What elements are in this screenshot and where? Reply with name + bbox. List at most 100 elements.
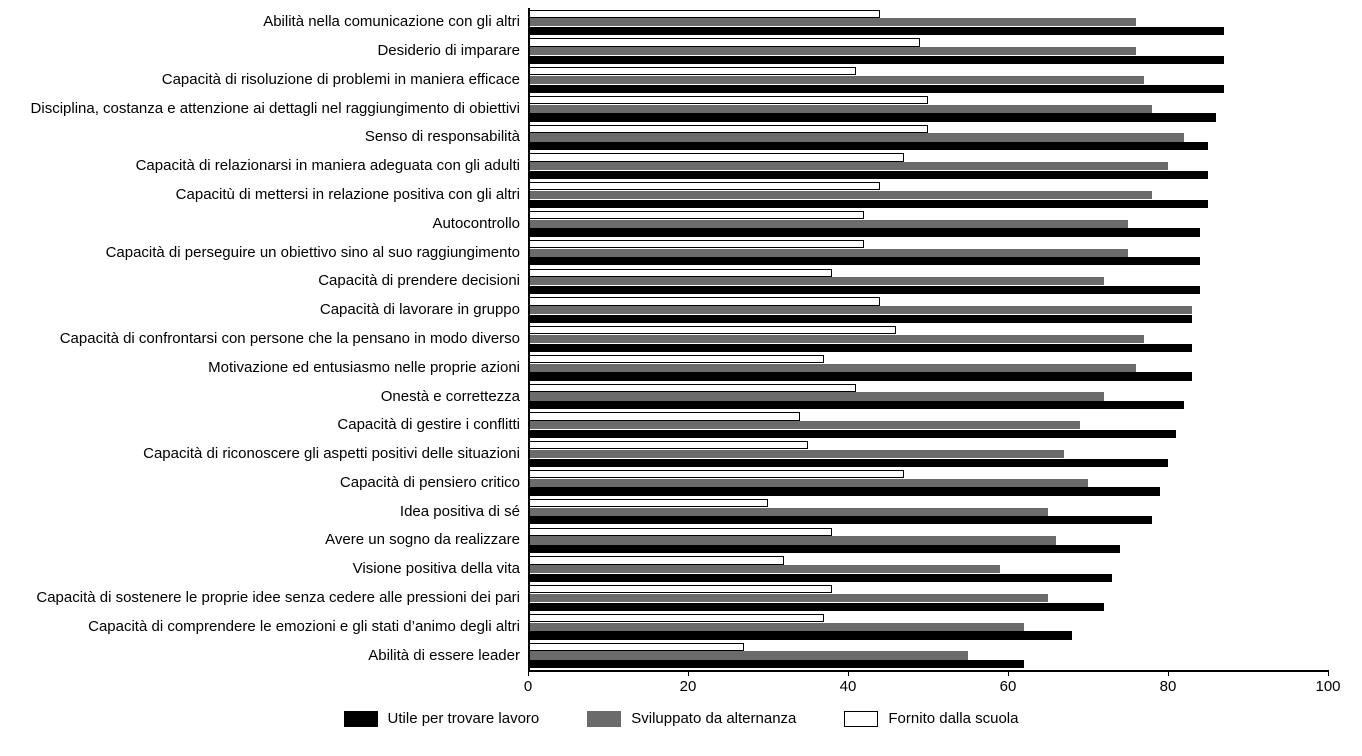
category-row: Capacità di gestire i conflitti <box>528 411 1328 440</box>
bar-fornito <box>528 10 880 18</box>
x-tick <box>1328 670 1329 676</box>
plot-area: Abilità nella comunicazione con gli altr… <box>528 8 1328 670</box>
legend-item-utile: Utile per trovare lavoro <box>344 710 540 727</box>
x-tick <box>1008 670 1009 676</box>
legend-swatch <box>587 711 621 727</box>
x-tick <box>1168 670 1169 676</box>
bar-fornito <box>528 614 824 622</box>
bar-sviluppato <box>528 623 1024 631</box>
bar-fornito <box>528 470 904 478</box>
bar-fornito <box>528 499 768 507</box>
bar-fornito <box>528 556 784 564</box>
bar-sviluppato <box>528 105 1152 113</box>
category-label: Capacità di gestire i conflitti <box>337 417 528 434</box>
bar-fornito <box>528 355 824 363</box>
category-label: Onestà e correttezza <box>381 388 528 405</box>
bar-fornito <box>528 412 800 420</box>
legend-swatch <box>344 711 378 727</box>
bar-utile <box>528 516 1152 524</box>
category-label: Visione positiva della vita <box>353 561 528 578</box>
bar-sviluppato <box>528 249 1128 257</box>
category-row: Capacità di sostenere le proprie idee se… <box>528 584 1328 613</box>
category-row: Abilità nella comunicazione con gli altr… <box>528 8 1328 37</box>
bar-utile <box>528 459 1168 467</box>
bar-sviluppato <box>528 335 1144 343</box>
bar-sviluppato <box>528 162 1168 170</box>
category-label: Capacità di prendere decisioni <box>318 273 528 290</box>
x-axis-line <box>528 670 1328 672</box>
x-tick-label: 60 <box>1000 678 1017 695</box>
bar-utile <box>528 228 1200 236</box>
legend-item-sviluppato: Sviluppato da alternanza <box>587 710 796 727</box>
category-label: Abilità di essere leader <box>368 647 528 664</box>
bar-fornito <box>528 211 864 219</box>
x-tick-label: 80 <box>1160 678 1177 695</box>
category-row: Capacitù di mettersi in relazione positi… <box>528 181 1328 210</box>
category-row: Capacità di confrontarsi con persone che… <box>528 325 1328 354</box>
category-label: Capacità di riconoscere gli aspetti posi… <box>143 446 528 463</box>
category-row: Onestà e correttezza <box>528 382 1328 411</box>
bar-utile <box>528 171 1208 179</box>
skills-bar-chart: Abilità nella comunicazione con gli altr… <box>0 0 1362 756</box>
bar-sviluppato <box>528 133 1184 141</box>
bar-fornito <box>528 182 880 190</box>
legend-label: Sviluppato da alternanza <box>631 710 796 727</box>
legend-label: Utile per trovare lavoro <box>388 710 540 727</box>
category-row: Capacità di prendere decisioni <box>528 267 1328 296</box>
category-row: Autocontrollo <box>528 209 1328 238</box>
bar-fornito <box>528 384 856 392</box>
x-tick <box>528 670 529 676</box>
category-row: Motivazione ed entusiasmo nelle proprie … <box>528 353 1328 382</box>
category-row: Capacità di pensiero critico <box>528 468 1328 497</box>
category-label: Capacità di lavorare in gruppo <box>320 302 528 319</box>
category-row: Idea positiva di sé <box>528 497 1328 526</box>
category-row: Capacità di riconoscere gli aspetti posi… <box>528 440 1328 469</box>
bar-sviluppato <box>528 47 1136 55</box>
x-tick <box>848 670 849 676</box>
bar-utile <box>528 631 1072 639</box>
bar-sviluppato <box>528 220 1128 228</box>
bar-sviluppato <box>528 421 1080 429</box>
bar-sviluppato <box>528 479 1088 487</box>
category-label: Disciplina, costanza e attenzione ai det… <box>31 100 528 117</box>
category-label: Desiderio di imparare <box>377 43 528 60</box>
bar-sviluppato <box>528 508 1048 516</box>
bar-utile <box>528 113 1216 121</box>
category-row: Abilità di essere leader <box>528 641 1328 670</box>
bar-utile <box>528 545 1120 553</box>
bar-utile <box>528 142 1208 150</box>
bar-fornito <box>528 67 856 75</box>
bar-fornito <box>528 643 744 651</box>
bar-fornito <box>528 153 904 161</box>
legend-label: Fornito dalla scuola <box>888 710 1018 727</box>
bar-utile <box>528 27 1224 35</box>
category-label: Abilità nella comunicazione con gli altr… <box>263 14 528 31</box>
category-row: Senso di responsabilità <box>528 123 1328 152</box>
category-row: Avere un sogno da realizzare <box>528 526 1328 555</box>
category-row: Capacità di perseguire un obiettivo sino… <box>528 238 1328 267</box>
bar-utile <box>528 85 1224 93</box>
x-tick-label: 100 <box>1315 678 1340 695</box>
category-label: Capacitù di mettersi in relazione positi… <box>176 187 528 204</box>
category-row: Capacità di relazionarsi in maniera adeg… <box>528 152 1328 181</box>
x-tick-label: 0 <box>524 678 532 695</box>
category-label: Avere un sogno da realizzare <box>325 532 528 549</box>
bar-fornito <box>528 528 832 536</box>
bar-sviluppato <box>528 536 1056 544</box>
category-row: Capacità di risoluzione di problemi in m… <box>528 66 1328 95</box>
bar-utile <box>528 430 1176 438</box>
bar-utile <box>528 344 1192 352</box>
bar-utile <box>528 372 1192 380</box>
bar-sviluppato <box>528 594 1048 602</box>
category-label: Capacità di pensiero critico <box>340 475 528 492</box>
bar-fornito <box>528 38 920 46</box>
bar-fornito <box>528 441 808 449</box>
category-label: Capacità di relazionarsi in maniera adeg… <box>136 158 528 175</box>
bar-utile <box>528 660 1024 668</box>
category-label: Senso di responsabilità <box>365 129 528 146</box>
bar-sviluppato <box>528 306 1192 314</box>
bar-fornito <box>528 240 864 248</box>
bar-sviluppato <box>528 392 1104 400</box>
bar-sviluppato <box>528 76 1144 84</box>
bar-fornito <box>528 326 896 334</box>
